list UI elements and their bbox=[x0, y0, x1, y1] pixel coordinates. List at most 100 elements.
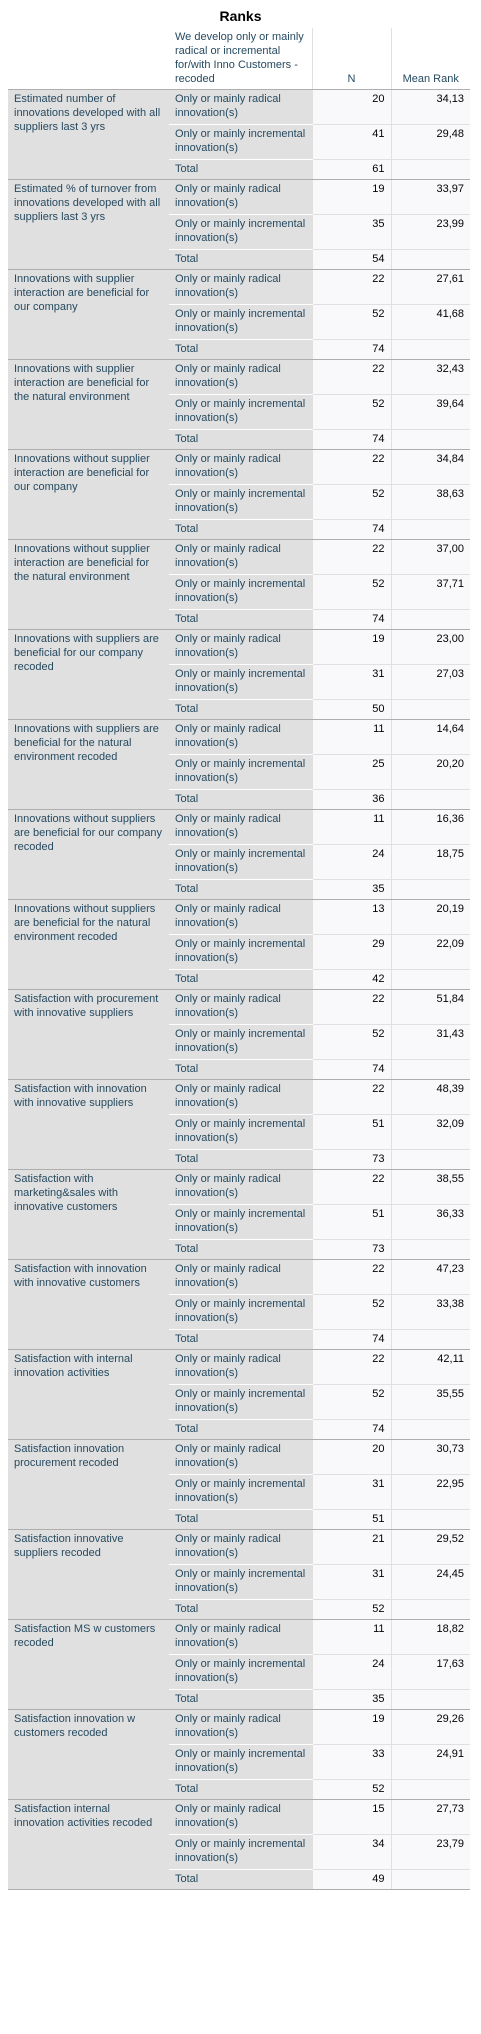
n-value: 22 bbox=[312, 1260, 391, 1295]
table-row: Innovations without suppliers are benefi… bbox=[8, 900, 470, 935]
n-value: 15 bbox=[312, 1800, 391, 1835]
mean-rank-value: 37,00 bbox=[391, 540, 470, 575]
n-value: 35 bbox=[312, 215, 391, 250]
variable-label: Satisfaction with marketing&sales with i… bbox=[8, 1170, 169, 1260]
n-total-value: 49 bbox=[312, 1870, 391, 1890]
group-label-radical: Only or mainly radical innovation(s) bbox=[169, 1260, 312, 1295]
group-label-incremental: Only or mainly incremental innovation(s) bbox=[169, 215, 312, 250]
group-label-total: Total bbox=[169, 1690, 312, 1710]
group-label-radical: Only or mainly radical innovation(s) bbox=[169, 720, 312, 755]
group-label-incremental: Only or mainly incremental innovation(s) bbox=[169, 485, 312, 520]
n-value: 13 bbox=[312, 900, 391, 935]
header-row: We develop only or mainly radical or inc… bbox=[8, 28, 470, 90]
n-value: 19 bbox=[312, 180, 391, 215]
group-label-total: Total bbox=[169, 1240, 312, 1260]
group-label-total: Total bbox=[169, 790, 312, 810]
mean-rank-value: 34,84 bbox=[391, 450, 470, 485]
variable-label: Estimated number of innovations develope… bbox=[8, 90, 169, 180]
group-label-radical: Only or mainly radical innovation(s) bbox=[169, 540, 312, 575]
variable-label: Satisfaction MS w customers recoded bbox=[8, 1620, 169, 1710]
n-value: 22 bbox=[312, 540, 391, 575]
variable-label: Satisfaction innovative suppliers recode… bbox=[8, 1530, 169, 1620]
n-value: 22 bbox=[312, 1170, 391, 1205]
n-total-value: 74 bbox=[312, 610, 391, 630]
n-value: 33 bbox=[312, 1745, 391, 1780]
n-total-value: 36 bbox=[312, 790, 391, 810]
group-label-radical: Only or mainly radical innovation(s) bbox=[169, 630, 312, 665]
group-label-total: Total bbox=[169, 430, 312, 450]
mean-rank-value: 29,26 bbox=[391, 1710, 470, 1745]
variable-label: Satisfaction with innovation with innova… bbox=[8, 1080, 169, 1170]
n-value: 25 bbox=[312, 755, 391, 790]
mean-rank-total-empty bbox=[391, 430, 470, 450]
variable-label: Innovations with supplier interaction ar… bbox=[8, 360, 169, 450]
mean-rank-value: 31,43 bbox=[391, 1025, 470, 1060]
mean-rank-total-empty bbox=[391, 1510, 470, 1530]
group-label-radical: Only or mainly radical innovation(s) bbox=[169, 360, 312, 395]
mean-rank-total-empty bbox=[391, 880, 470, 900]
group-label-radical: Only or mainly radical innovation(s) bbox=[169, 450, 312, 485]
mean-rank-total-empty bbox=[391, 1600, 470, 1620]
group-label-incremental: Only or mainly incremental innovation(s) bbox=[169, 575, 312, 610]
n-value: 22 bbox=[312, 270, 391, 305]
group-label-incremental: Only or mainly incremental innovation(s) bbox=[169, 1655, 312, 1690]
n-total-value: 74 bbox=[312, 1420, 391, 1440]
group-label-incremental: Only or mainly incremental innovation(s) bbox=[169, 665, 312, 700]
group-label-incremental: Only or mainly incremental innovation(s) bbox=[169, 395, 312, 430]
mean-rank-total-empty bbox=[391, 790, 470, 810]
mean-rank-value: 20,20 bbox=[391, 755, 470, 790]
group-label-total: Total bbox=[169, 250, 312, 270]
group-label-radical: Only or mainly radical innovation(s) bbox=[169, 1710, 312, 1745]
mean-rank-total-empty bbox=[391, 1240, 470, 1260]
table-row: Satisfaction with innovation with innova… bbox=[8, 1260, 470, 1295]
mean-rank-total-empty bbox=[391, 1420, 470, 1440]
mean-rank-total-empty bbox=[391, 1060, 470, 1080]
mean-rank-value: 48,39 bbox=[391, 1080, 470, 1115]
n-value: 52 bbox=[312, 575, 391, 610]
mean-rank-value: 35,55 bbox=[391, 1385, 470, 1420]
group-label-total: Total bbox=[169, 1150, 312, 1170]
n-value: 41 bbox=[312, 125, 391, 160]
mean-rank-total-empty bbox=[391, 520, 470, 540]
n-column-header: N bbox=[312, 28, 391, 90]
table-row: Satisfaction with marketing&sales with i… bbox=[8, 1170, 470, 1205]
n-value: 52 bbox=[312, 1025, 391, 1060]
n-value: 52 bbox=[312, 305, 391, 340]
mean-rank-value: 30,73 bbox=[391, 1440, 470, 1475]
mean-rank-value: 23,79 bbox=[391, 1835, 470, 1870]
group-label-total: Total bbox=[169, 1780, 312, 1800]
n-value: 51 bbox=[312, 1115, 391, 1150]
mean-rank-value: 34,13 bbox=[391, 90, 470, 125]
n-value: 52 bbox=[312, 1385, 391, 1420]
mean-rank-total-empty bbox=[391, 340, 470, 360]
group-label-total: Total bbox=[169, 610, 312, 630]
variable-label: Satisfaction with procurement with innov… bbox=[8, 990, 169, 1080]
n-total-value: 74 bbox=[312, 430, 391, 450]
mean-rank-value: 33,38 bbox=[391, 1295, 470, 1330]
table-row: Innovations without suppliers are benefi… bbox=[8, 810, 470, 845]
mean-rank-value: 29,48 bbox=[391, 125, 470, 160]
spss-ranks-output: Ranks We develop only or mainly radical … bbox=[0, 0, 481, 1890]
group-label-incremental: Only or mainly incremental innovation(s) bbox=[169, 305, 312, 340]
variable-label: Satisfaction with internal innovation ac… bbox=[8, 1350, 169, 1440]
group-label-total: Total bbox=[169, 970, 312, 990]
table-row: Satisfaction innovation w customers reco… bbox=[8, 1710, 470, 1745]
group-label-total: Total bbox=[169, 160, 312, 180]
group-label-incremental: Only or mainly incremental innovation(s) bbox=[169, 1745, 312, 1780]
mean-rank-value: 20,19 bbox=[391, 900, 470, 935]
ranks-table-body: Estimated number of innovations develope… bbox=[8, 90, 470, 1890]
mean-rank-value: 32,09 bbox=[391, 1115, 470, 1150]
group-label-radical: Only or mainly radical innovation(s) bbox=[169, 1350, 312, 1385]
mean-rank-value: 47,23 bbox=[391, 1260, 470, 1295]
n-total-value: 74 bbox=[312, 1060, 391, 1080]
group-label-incremental: Only or mainly incremental innovation(s) bbox=[169, 1115, 312, 1150]
n-value: 22 bbox=[312, 990, 391, 1025]
group-label-total: Total bbox=[169, 520, 312, 540]
variable-label: Innovations without supplier interaction… bbox=[8, 450, 169, 540]
mean-rank-total-empty bbox=[391, 250, 470, 270]
table-row: Innovations with supplier interaction ar… bbox=[8, 270, 470, 305]
variable-label: Satisfaction innovation w customers reco… bbox=[8, 1710, 169, 1800]
group-label-total: Total bbox=[169, 1870, 312, 1890]
group-label-total: Total bbox=[169, 1420, 312, 1440]
variable-label: Satisfaction with innovation with innova… bbox=[8, 1260, 169, 1350]
